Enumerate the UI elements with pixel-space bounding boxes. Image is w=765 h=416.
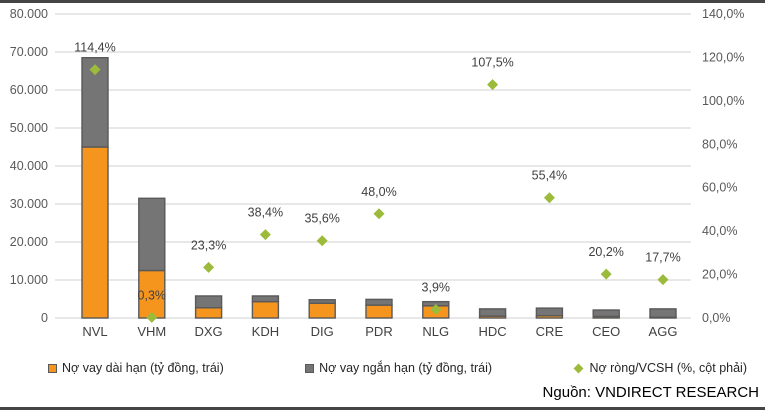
short-term-debt-swatch-icon xyxy=(305,363,315,373)
net-debt-marker-KDH xyxy=(259,229,271,241)
bar-segment-short-term-DIG xyxy=(308,299,336,304)
x-axis-label-NLG: NLG xyxy=(422,324,449,339)
data-label-NVL: 114,4% xyxy=(74,41,115,55)
right-axis-tick-label: 40,0% xyxy=(702,224,737,238)
bar-segment-short-term-NVL xyxy=(81,57,109,148)
right-axis-tick-label: 140,0% xyxy=(702,7,744,21)
data-label-DXG: 23,3% xyxy=(191,238,226,252)
data-label-HDC: 107,5% xyxy=(471,56,513,70)
x-axis-label-AGG: AGG xyxy=(649,324,678,339)
right-axis-tick-label: 100,0% xyxy=(702,94,744,108)
net-debt-marker-NVL xyxy=(89,64,101,76)
debt-chart-svg: 0 10.000 20.000 30.000 40.000 50.000 60.000 70.… xyxy=(10,7,745,339)
x-axis-label-HDC: HDC xyxy=(479,324,507,339)
bar-segment-short-term-AGG xyxy=(649,308,677,318)
right-axis-tick-label: 20,0% xyxy=(702,268,737,282)
x-axis-label-DIG: DIG xyxy=(311,324,334,339)
net-debt-marker-NLG xyxy=(430,304,442,316)
legend-label-short-term-debt: Nợ vay ngắn hạn (tỷ đồng, trái) xyxy=(319,361,493,375)
left-axis-tick-label: 70.000 xyxy=(10,45,48,59)
net-debt-diamond-icon xyxy=(573,363,584,373)
net-debt-marker-VHM xyxy=(146,311,158,323)
x-axis-label-PDR: PDR xyxy=(365,324,392,339)
right-axis-tick-label: 0,0% xyxy=(702,311,731,325)
bar-segment-long-term-DIG xyxy=(308,302,336,319)
left-axis-tick-label: 60.000 xyxy=(10,83,48,97)
net-debt-marker-DXG xyxy=(203,261,215,273)
net-debt-marker-DIG xyxy=(316,235,328,247)
left-axis-tick-label: 80.000 xyxy=(10,7,48,21)
x-axis-label-DXG: DXG xyxy=(195,324,223,339)
bar-segment-short-term-CEO xyxy=(592,309,620,318)
legend-item-net-debt-ratio: Nợ ròng/VCSH (%, cột phải) xyxy=(573,361,747,375)
x-axis-label-VHM: VHM xyxy=(137,324,166,339)
bar-segment-long-term-NVL xyxy=(81,146,109,319)
x-axis-label-CEO: CEO xyxy=(592,324,620,339)
net-debt-marker-HDC xyxy=(487,79,499,91)
bar-segment-long-term-PDR xyxy=(365,304,393,319)
long-term-debt-swatch-icon xyxy=(48,363,57,373)
right-axis-tick-label: 60,0% xyxy=(702,181,737,195)
net-debt-marker-AGG xyxy=(657,274,669,286)
chart-legend: Nợ vay dài hạn (tỷ đồng, trái) Nợ vay ng… xyxy=(48,359,747,377)
right-axis-tick-label: 120,0% xyxy=(702,50,744,64)
net-debt-marker-CRE xyxy=(543,192,555,204)
x-axis-label-NVL: NVL xyxy=(82,324,107,339)
legend-label-net-debt-ratio: Nợ ròng/VCSH (%, cột phải) xyxy=(589,361,747,375)
x-axis-label-CRE: CRE xyxy=(536,324,564,339)
data-label-CEO: 20,2% xyxy=(588,245,623,259)
legend-label-long-term-debt: Nợ vay dài hạn (tỷ đồng, trái) xyxy=(62,361,224,375)
legend-item-short-term-debt: Nợ vay ngắn hạn (tỷ đồng, trái) xyxy=(305,361,492,375)
left-axis-tick-label: 50.000 xyxy=(10,121,48,135)
data-label-CRE: 55,4% xyxy=(532,169,567,183)
data-label-PDR: 48,0% xyxy=(361,185,396,199)
x-axis-label-KDH: KDH xyxy=(252,324,279,339)
data-label-DIG: 35,6% xyxy=(304,212,339,226)
net-debt-marker-PDR xyxy=(373,208,385,220)
bar-segment-short-term-DXG xyxy=(194,295,223,309)
data-label-KDH: 38,4% xyxy=(248,206,283,220)
left-axis-tick-label: 0 xyxy=(41,311,48,325)
data-label-NLG: 3,9% xyxy=(422,281,451,295)
data-label-AGG: 17,7% xyxy=(645,251,680,265)
left-axis-tick-label: 40.000 xyxy=(10,159,48,173)
source-credit: Nguồn: VNDIRECT RESEARCH xyxy=(542,384,759,401)
bar-segment-short-term-VHM xyxy=(138,197,166,272)
left-axis-tick-label: 10.000 xyxy=(10,273,48,287)
bar-segment-short-term-PDR xyxy=(365,298,393,306)
bar-segment-short-term-KDH xyxy=(251,295,280,303)
data-label-VHM: 0,3% xyxy=(138,288,167,302)
left-axis-tick-label: 30.000 xyxy=(10,197,48,211)
bar-segment-short-term-CRE xyxy=(535,307,564,317)
top-frame-line xyxy=(0,0,765,3)
bar-segment-long-term-KDH xyxy=(251,300,280,319)
bar-segment-long-term-DXG xyxy=(194,307,223,319)
right-axis-tick-label: 80,0% xyxy=(702,137,737,151)
left-axis-tick-label: 20.000 xyxy=(10,235,48,249)
bar-segment-short-term-HDC xyxy=(478,308,507,317)
bottom-frame-line xyxy=(0,407,765,410)
net-debt-marker-CEO xyxy=(600,268,612,280)
legend-item-long-term-debt: Nợ vay dài hạn (tỷ đồng, trái) xyxy=(48,361,224,375)
